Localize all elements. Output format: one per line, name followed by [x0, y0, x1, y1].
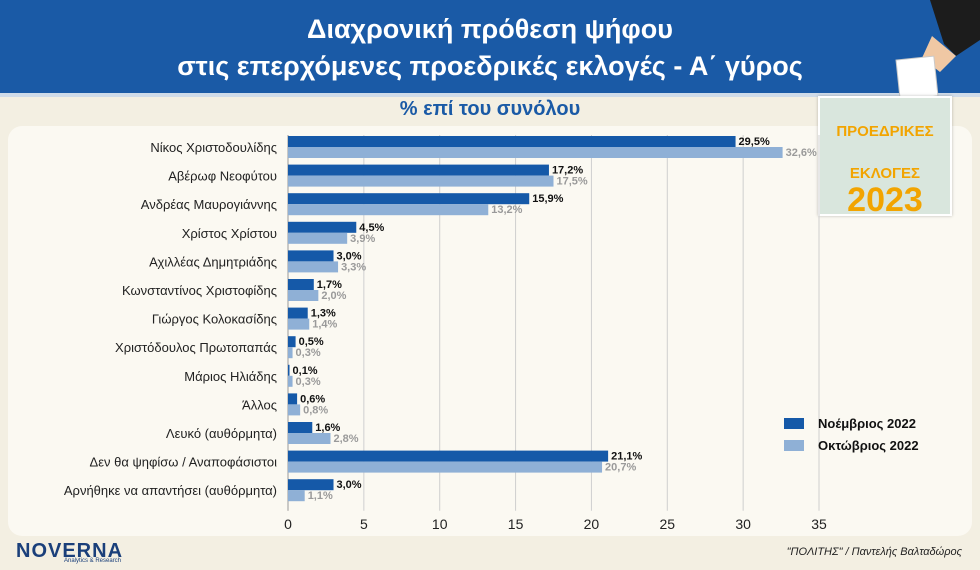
category-label: Αρνήθηκε να απαντήσει (αυθόρμητα)	[64, 483, 277, 498]
header-banner: Διαχρονική πρόθεση ψήφου στις επερχόμενε…	[0, 0, 980, 93]
bar	[288, 290, 319, 301]
bar	[288, 393, 298, 405]
category-label: Νίκος Χριστοδουλίδης	[150, 140, 277, 155]
data-label: 17,2%	[552, 165, 583, 177]
category-label: Αβέρωφ Νεοφύτου	[168, 169, 277, 184]
category-label: Χριστόδουλος Πρωτοπαπάς	[115, 340, 277, 355]
bar	[288, 347, 293, 359]
data-label: 32,6%	[786, 147, 817, 159]
header-divider	[0, 93, 980, 97]
bar	[288, 461, 603, 473]
data-label: 2,8%	[333, 433, 358, 445]
bar	[288, 147, 783, 158]
data-label: 17,5%	[557, 176, 588, 188]
x-tick-label: 25	[659, 516, 675, 532]
data-label: 29,5%	[739, 136, 770, 148]
data-label: 15,9%	[532, 193, 563, 205]
data-label: 1,6%	[315, 422, 340, 434]
x-tick-label: 35	[811, 516, 827, 532]
data-label: 0,5%	[299, 336, 324, 348]
bar	[288, 364, 290, 376]
category-label: Μάριος Ηλιάδης	[184, 369, 277, 384]
data-label: 1,4%	[312, 319, 337, 331]
category-label: Αχιλλέας Δημητριάδης	[149, 254, 277, 269]
legend-label-october: Οκτώβριος 2022	[818, 437, 919, 453]
category-label: Χρίστος Χρίστου	[182, 226, 277, 241]
x-tick-label: 15	[508, 516, 524, 532]
x-tick-label: 30	[735, 516, 751, 532]
bar	[288, 318, 310, 330]
data-label: 4,5%	[359, 222, 384, 234]
category-label: Δεν θα ψηφίσω / Αναποφάσιστοι	[90, 455, 278, 470]
bar	[288, 204, 489, 216]
ballot-hand-icon	[895, 0, 980, 100]
bar	[288, 479, 334, 491]
data-label: 21,1%	[611, 451, 642, 463]
title-line-1: Διαχρονική πρόθεση ψήφου	[307, 14, 673, 44]
subtitle: % επί του συνόλου	[399, 98, 581, 120]
bar	[288, 490, 305, 502]
bar	[288, 164, 549, 176]
legend-swatch-november	[784, 417, 804, 429]
bar	[288, 450, 609, 462]
legend-item-october: Οκτώβριος 2022	[784, 434, 919, 456]
data-label: 20,7%	[605, 462, 636, 474]
bar	[288, 336, 296, 348]
data-label: 3,9%	[350, 233, 375, 245]
category-label: Άλλος	[242, 397, 277, 412]
x-tick-label: 0	[284, 516, 292, 532]
data-label: 2,0%	[321, 290, 346, 302]
bar	[288, 422, 313, 433]
bar	[288, 221, 357, 233]
x-tick-label: 20	[584, 516, 600, 532]
data-label: 0,6%	[300, 393, 325, 405]
bar	[288, 433, 331, 444]
noverna-tagline: Analytics & Research	[64, 558, 122, 564]
source-credit: "ΠΟΛΙΤΗΣ" / Παντελής Βαλταδώρος	[786, 546, 962, 558]
bar	[288, 375, 293, 387]
category-label: Ανδρέας Μαυρογιάννης	[141, 197, 277, 212]
noverna-logo: NOVERNA	[16, 540, 124, 562]
title-line-2: στις επερχόμενες προεδρικές εκλογές - Α΄…	[177, 51, 803, 81]
data-label: 1,7%	[317, 279, 342, 291]
legend: Νοέμβριος 2022 Οκτώβριος 2022	[784, 412, 919, 456]
bar	[288, 404, 301, 416]
legend-label-november: Νοέμβριος 2022	[818, 415, 916, 431]
legend-item-november: Νοέμβριος 2022	[784, 412, 919, 434]
x-tick-label: 5	[360, 516, 368, 532]
bar	[288, 175, 554, 187]
data-label: 1,3%	[311, 308, 336, 320]
data-label: 13,2%	[491, 204, 522, 216]
data-label: 3,0%	[337, 479, 362, 491]
data-label: 1,1%	[308, 490, 333, 502]
elections-badge: ΠΡΟΕΔΡΙΚΕΣ ΕΚΛΟΓΕΣ 2023	[818, 96, 952, 219]
category-label: Γιώργος Κολοκασίδης	[152, 312, 277, 327]
data-label: 0,1%	[293, 365, 318, 377]
bar	[288, 250, 334, 262]
badge-year: 2023	[847, 181, 923, 219]
bar	[288, 193, 530, 205]
bar	[288, 136, 736, 147]
bar	[288, 307, 308, 319]
data-label: 3,0%	[337, 250, 362, 262]
bar	[288, 261, 339, 273]
badge-line-1: ΠΡΟΕΔΡΙΚΕΣ	[836, 123, 934, 140]
bar	[288, 279, 314, 290]
data-label: 3,3%	[341, 261, 366, 273]
legend-swatch-october	[784, 439, 804, 451]
category-label: Κωνσταντίνος Χριστοφίδης	[122, 283, 277, 298]
bar	[288, 232, 348, 244]
data-label: 0,3%	[296, 347, 321, 359]
category-label: Λευκό (αυθόρμητα)	[166, 426, 277, 441]
data-label: 0,8%	[303, 404, 328, 416]
x-tick-label: 10	[432, 516, 448, 532]
badge-line-2: ΕΚΛΟΓΕΣ	[849, 165, 921, 182]
data-label: 0,3%	[296, 376, 321, 388]
